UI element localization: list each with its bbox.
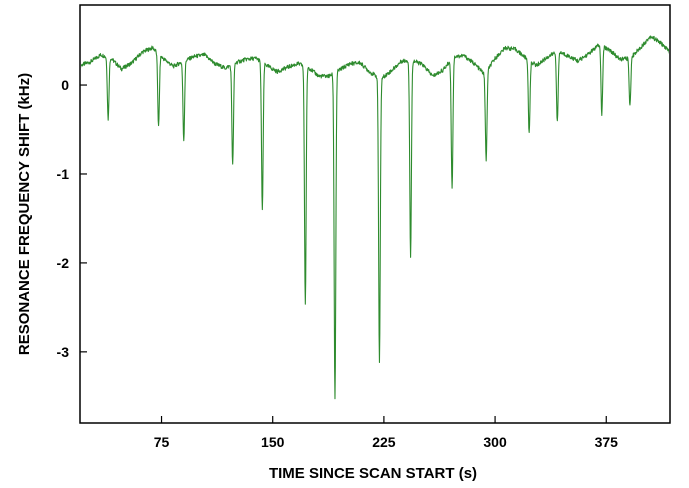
- frequency-shift-series: [81, 35, 669, 400]
- x-tick-label: 300: [483, 434, 507, 450]
- x-tick-label: 375: [595, 434, 619, 450]
- plot-frame: [79, 4, 671, 424]
- y-tick-label: -2: [57, 255, 70, 271]
- x-tick-label: 225: [372, 434, 396, 450]
- y-tick-label: 0: [61, 77, 69, 93]
- y-tick-label: -1: [57, 166, 70, 182]
- y-axis-label: RESONANCE FREQUENCY SHIFT (kHz): [16, 73, 33, 355]
- x-axis-label: TIME SINCE SCAN START (s): [269, 465, 477, 482]
- x-tick-label: 150: [261, 434, 285, 450]
- y-tick-label: -3: [57, 344, 70, 360]
- x-tick-label: 75: [154, 434, 170, 450]
